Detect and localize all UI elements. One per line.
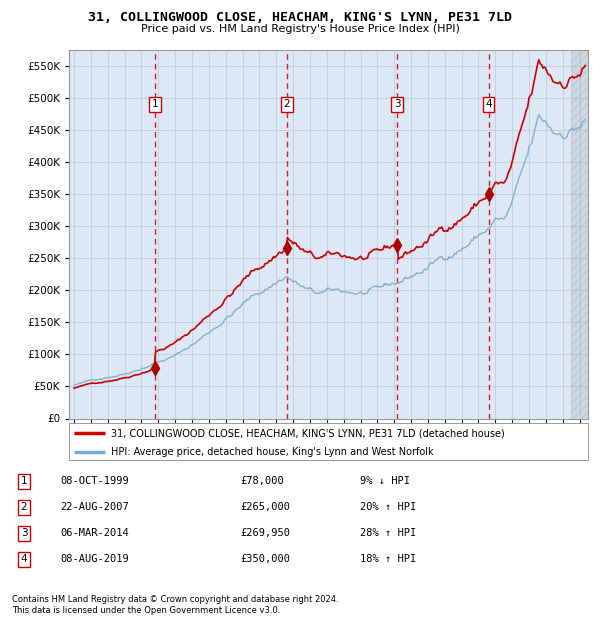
Bar <box>571 50 596 419</box>
Text: £265,000: £265,000 <box>240 502 290 512</box>
Text: 31, COLLINGWOOD CLOSE, HEACHAM, KING'S LYNN, PE31 7LD: 31, COLLINGWOOD CLOSE, HEACHAM, KING'S L… <box>88 11 512 24</box>
Text: Price paid vs. HM Land Registry's House Price Index (HPI): Price paid vs. HM Land Registry's House … <box>140 24 460 33</box>
Text: 2: 2 <box>284 99 290 109</box>
Text: £269,950: £269,950 <box>240 528 290 538</box>
Text: 31, COLLINGWOOD CLOSE, HEACHAM, KING'S LYNN, PE31 7LD (detached house): 31, COLLINGWOOD CLOSE, HEACHAM, KING'S L… <box>110 428 504 438</box>
Text: 9% ↓ HPI: 9% ↓ HPI <box>360 476 410 486</box>
Text: 06-MAR-2014: 06-MAR-2014 <box>60 528 129 538</box>
Text: £78,000: £78,000 <box>240 476 284 486</box>
Text: 4: 4 <box>485 99 492 109</box>
Text: 20% ↑ HPI: 20% ↑ HPI <box>360 502 416 512</box>
Text: Contains HM Land Registry data © Crown copyright and database right 2024.: Contains HM Land Registry data © Crown c… <box>12 595 338 604</box>
Text: 3: 3 <box>394 99 400 109</box>
Text: 4: 4 <box>20 554 28 564</box>
Text: 18% ↑ HPI: 18% ↑ HPI <box>360 554 416 564</box>
Text: This data is licensed under the Open Government Licence v3.0.: This data is licensed under the Open Gov… <box>12 606 280 616</box>
Text: 3: 3 <box>20 528 28 538</box>
Text: HPI: Average price, detached house, King's Lynn and West Norfolk: HPI: Average price, detached house, King… <box>110 447 433 457</box>
Text: 2: 2 <box>20 502 28 512</box>
Text: £350,000: £350,000 <box>240 554 290 564</box>
Text: 08-AUG-2019: 08-AUG-2019 <box>60 554 129 564</box>
Text: 1: 1 <box>151 99 158 109</box>
Text: 28% ↑ HPI: 28% ↑ HPI <box>360 528 416 538</box>
Text: 08-OCT-1999: 08-OCT-1999 <box>60 476 129 486</box>
Text: 1: 1 <box>20 476 28 486</box>
Text: 22-AUG-2007: 22-AUG-2007 <box>60 502 129 512</box>
